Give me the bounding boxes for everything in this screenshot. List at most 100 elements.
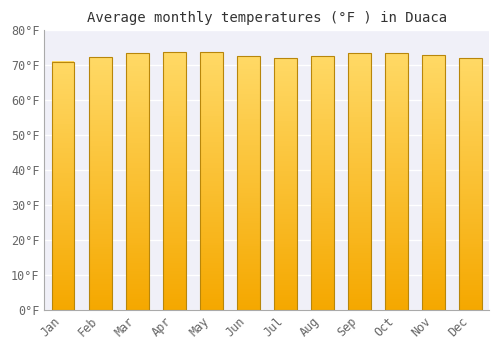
Bar bbox=[385, 266, 408, 268]
Bar bbox=[200, 88, 222, 91]
Bar bbox=[88, 62, 112, 65]
Bar bbox=[385, 281, 408, 284]
Bar bbox=[126, 166, 148, 168]
Bar bbox=[236, 267, 260, 269]
Bar bbox=[385, 253, 408, 256]
Bar bbox=[236, 211, 260, 213]
Bar bbox=[162, 158, 186, 160]
Bar bbox=[200, 65, 222, 68]
Bar bbox=[52, 171, 74, 173]
Bar bbox=[52, 307, 74, 310]
Bar bbox=[348, 274, 370, 276]
Bar bbox=[385, 91, 408, 94]
Bar bbox=[459, 252, 482, 254]
Bar bbox=[236, 61, 260, 64]
Bar bbox=[236, 282, 260, 284]
Bar bbox=[385, 102, 408, 104]
Bar bbox=[126, 276, 148, 279]
Bar bbox=[236, 158, 260, 160]
Bar bbox=[385, 307, 408, 310]
Bar bbox=[162, 170, 186, 173]
Bar bbox=[385, 166, 408, 168]
Bar bbox=[385, 122, 408, 125]
Bar bbox=[385, 78, 408, 81]
Bar bbox=[385, 225, 408, 228]
Bar bbox=[348, 197, 370, 199]
Bar bbox=[459, 184, 482, 187]
Bar bbox=[348, 63, 370, 66]
Bar bbox=[274, 58, 296, 310]
Bar bbox=[236, 307, 260, 310]
Bar bbox=[88, 57, 112, 310]
Bar bbox=[88, 279, 112, 282]
Bar bbox=[311, 304, 334, 307]
Bar bbox=[236, 147, 260, 150]
Bar bbox=[88, 65, 112, 68]
Bar bbox=[236, 269, 260, 272]
Bar bbox=[200, 253, 222, 255]
Bar bbox=[52, 111, 74, 114]
Bar bbox=[52, 138, 74, 141]
Bar bbox=[422, 65, 445, 68]
Bar bbox=[162, 62, 186, 65]
Bar bbox=[162, 217, 186, 219]
Bar bbox=[274, 91, 296, 93]
Bar bbox=[126, 78, 148, 81]
Bar bbox=[459, 144, 482, 146]
Bar bbox=[88, 75, 112, 77]
Bar bbox=[311, 175, 334, 178]
Bar bbox=[422, 266, 445, 269]
Bar bbox=[236, 254, 260, 257]
Bar bbox=[52, 258, 74, 260]
Bar bbox=[162, 281, 186, 284]
Bar bbox=[274, 229, 296, 232]
Bar bbox=[126, 248, 148, 251]
Bar bbox=[274, 121, 296, 124]
Bar bbox=[274, 232, 296, 234]
Bar bbox=[422, 238, 445, 241]
Bar bbox=[200, 274, 222, 276]
Bar bbox=[162, 134, 186, 137]
Bar bbox=[162, 176, 186, 178]
Bar bbox=[422, 172, 445, 175]
Bar bbox=[200, 75, 222, 78]
Bar bbox=[126, 112, 148, 114]
Bar bbox=[311, 117, 334, 119]
Bar bbox=[126, 228, 148, 230]
Bar bbox=[311, 256, 334, 259]
Bar bbox=[348, 120, 370, 122]
Bar bbox=[88, 133, 112, 135]
Bar bbox=[311, 190, 334, 193]
Bar bbox=[274, 93, 296, 96]
Bar bbox=[348, 81, 370, 84]
Bar bbox=[200, 189, 222, 191]
Bar bbox=[126, 143, 148, 145]
Bar bbox=[88, 57, 112, 60]
Bar bbox=[348, 240, 370, 243]
Bar bbox=[459, 63, 482, 65]
Bar bbox=[126, 76, 148, 78]
Bar bbox=[88, 304, 112, 307]
Bar bbox=[311, 307, 334, 310]
Bar bbox=[422, 276, 445, 279]
Bar bbox=[274, 111, 296, 113]
Bar bbox=[236, 137, 260, 140]
Bar bbox=[274, 252, 296, 254]
Bar bbox=[422, 91, 445, 93]
Bar bbox=[126, 284, 148, 287]
Bar bbox=[200, 261, 222, 263]
Bar bbox=[348, 258, 370, 261]
Bar bbox=[422, 297, 445, 300]
Bar bbox=[274, 211, 296, 214]
Bar bbox=[311, 213, 334, 216]
Bar bbox=[348, 186, 370, 189]
Bar bbox=[459, 96, 482, 98]
Bar bbox=[385, 207, 408, 210]
Bar bbox=[52, 223, 74, 225]
Bar bbox=[200, 80, 222, 83]
Bar bbox=[88, 153, 112, 156]
Bar bbox=[348, 76, 370, 78]
Bar bbox=[422, 149, 445, 152]
Bar bbox=[126, 150, 148, 153]
Bar bbox=[422, 116, 445, 119]
